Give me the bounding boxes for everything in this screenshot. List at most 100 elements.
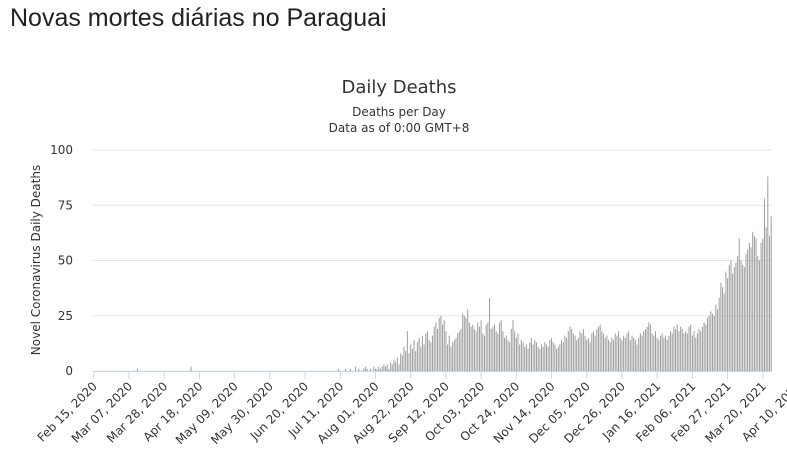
y-tick-label: 75 [58, 198, 73, 212]
bar [737, 256, 739, 371]
bar [136, 368, 138, 371]
bar [649, 324, 651, 371]
bar [430, 342, 432, 371]
x-tick-label: Feb 15, 2020 [35, 379, 100, 444]
bar [509, 342, 511, 371]
bar [604, 337, 606, 371]
bar [396, 357, 398, 371]
bar [701, 326, 703, 371]
bar [668, 335, 670, 371]
bar [495, 331, 497, 371]
bar [472, 324, 474, 371]
bar [408, 353, 410, 371]
bar [592, 331, 594, 371]
bar [765, 227, 767, 371]
bar [390, 362, 392, 371]
bar [713, 315, 715, 371]
bar [763, 198, 765, 371]
bar [462, 313, 464, 371]
bar [435, 322, 437, 371]
bar [666, 340, 668, 371]
bar [380, 368, 382, 371]
bar [363, 368, 365, 371]
bar [515, 337, 517, 371]
bar [569, 326, 571, 371]
bar [693, 331, 695, 371]
bar [659, 335, 662, 371]
bar [488, 298, 491, 371]
bar [601, 331, 603, 371]
bar [688, 326, 690, 371]
bar [378, 366, 380, 371]
bar [400, 353, 402, 371]
bar [711, 313, 714, 371]
bar [740, 260, 742, 371]
bar [728, 264, 730, 371]
bar [467, 309, 469, 371]
bar [385, 366, 387, 371]
bar [738, 238, 740, 371]
bar [420, 346, 422, 371]
bar [442, 324, 444, 371]
bar [768, 236, 771, 371]
y-tick-label: 100 [50, 143, 73, 157]
bar [644, 329, 646, 371]
bar [418, 337, 420, 371]
bar [465, 317, 467, 371]
bar [388, 368, 390, 371]
bar [504, 337, 506, 371]
bar [505, 335, 507, 371]
bars [136, 176, 772, 371]
chart-title: Daily Deaths [341, 77, 456, 98]
bar [718, 298, 720, 371]
bar [571, 329, 573, 371]
bar [643, 331, 645, 371]
bar [415, 351, 417, 371]
bar [522, 342, 524, 371]
bar [577, 337, 579, 371]
bar [443, 320, 445, 371]
bar [500, 320, 502, 371]
bar [514, 331, 516, 371]
bar [499, 322, 501, 371]
bar [730, 260, 732, 371]
bar [406, 331, 408, 371]
bar [534, 340, 536, 371]
bar [661, 333, 663, 371]
bar [460, 329, 462, 371]
bar [510, 329, 512, 371]
bar [483, 335, 485, 371]
bar [395, 362, 397, 371]
x-tick-label: Dec 05, 2020 [526, 379, 593, 446]
bar [512, 320, 514, 371]
bar [468, 322, 470, 371]
bar [621, 340, 623, 371]
bar [373, 366, 375, 371]
bar [403, 346, 405, 371]
bar [542, 346, 544, 371]
bar [658, 340, 660, 371]
bar [686, 333, 688, 371]
chart-subtitle-2: Data as of 0:00 GMT+8 [329, 121, 470, 135]
bar [405, 351, 407, 371]
bar [748, 242, 750, 371]
bar [450, 346, 452, 371]
bar [431, 335, 434, 371]
bar [554, 344, 556, 371]
bar [455, 337, 457, 371]
bar [398, 364, 400, 371]
bar [428, 340, 430, 371]
bar [517, 333, 519, 371]
bar [631, 335, 633, 371]
y-tick-label: 25 [58, 309, 73, 323]
bar [767, 176, 769, 371]
bar [618, 331, 620, 371]
bar [453, 340, 455, 371]
bar [487, 322, 489, 371]
bar [561, 340, 563, 371]
bar [482, 333, 484, 371]
bar [477, 322, 479, 371]
bar [567, 331, 569, 371]
bar [416, 342, 418, 371]
bar [524, 346, 526, 371]
